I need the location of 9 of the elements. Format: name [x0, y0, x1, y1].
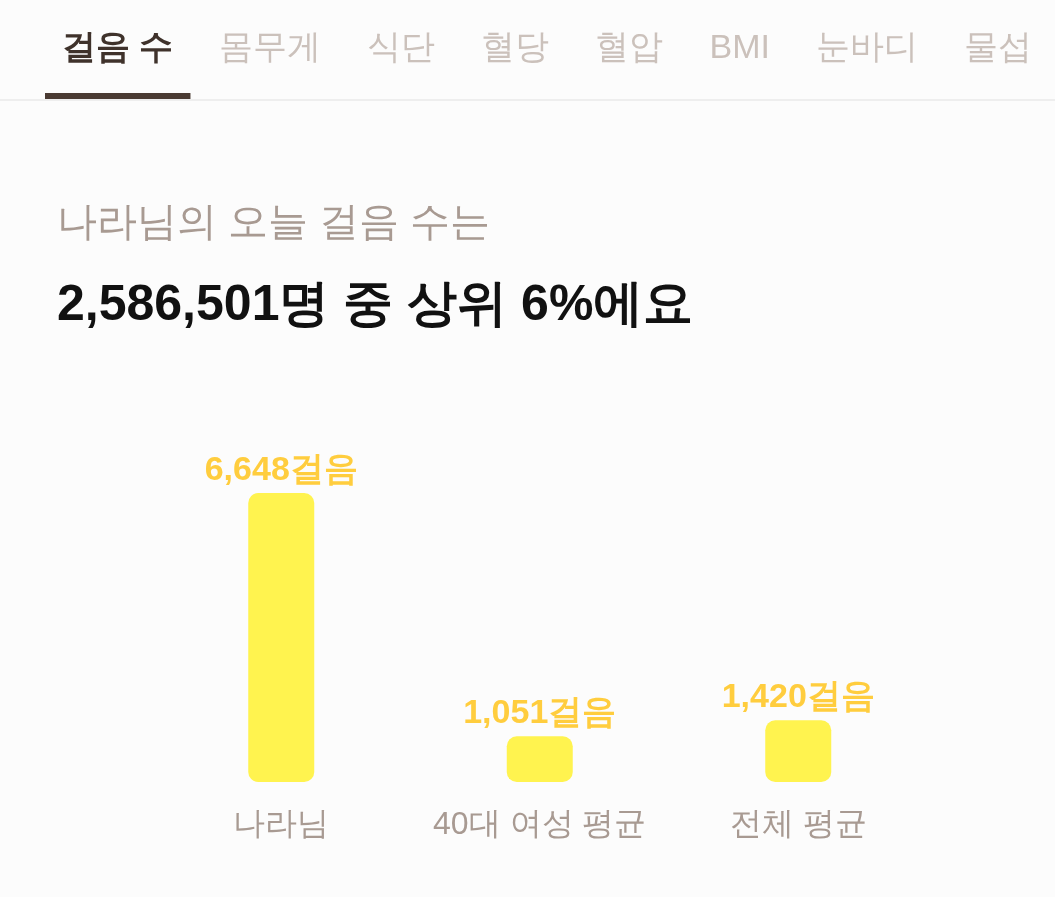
- data-label: 1,420걸음: [721, 676, 875, 715]
- x-tick-label: 전체 평균: [729, 805, 867, 841]
- x-tick-label: 나라님: [233, 805, 330, 841]
- chart-subtitle: 2,586,501명 중 상위 6%에요: [57, 275, 694, 331]
- tabs: 걸음 수 몸무게 식단 혈당 혈압 BMI 눈바디 물섭: [45, 27, 1032, 100]
- data-label: 1,051걸음: [463, 692, 617, 731]
- x-tick-label: 40대 여성 평균: [433, 805, 647, 841]
- chart-title: 나라님의 오늘 걸음 수는: [57, 199, 491, 243]
- data-label: 6,648걸음: [204, 449, 358, 487]
